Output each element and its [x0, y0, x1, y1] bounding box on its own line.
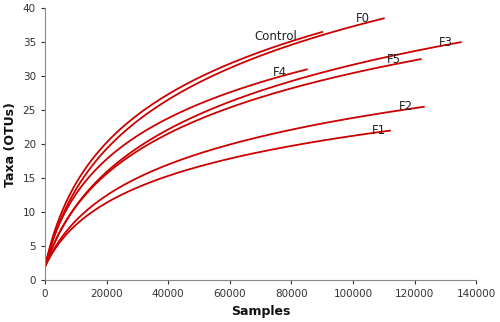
Text: F3: F3: [439, 36, 453, 49]
X-axis label: Samples: Samples: [231, 305, 290, 318]
Text: Control: Control: [254, 30, 298, 43]
Text: F1: F1: [372, 124, 386, 137]
Y-axis label: Taxa (OTUs): Taxa (OTUs): [4, 102, 17, 187]
Text: F4: F4: [273, 66, 287, 79]
Text: F5: F5: [387, 53, 401, 66]
Text: F2: F2: [399, 100, 413, 113]
Text: F0: F0: [356, 12, 370, 25]
